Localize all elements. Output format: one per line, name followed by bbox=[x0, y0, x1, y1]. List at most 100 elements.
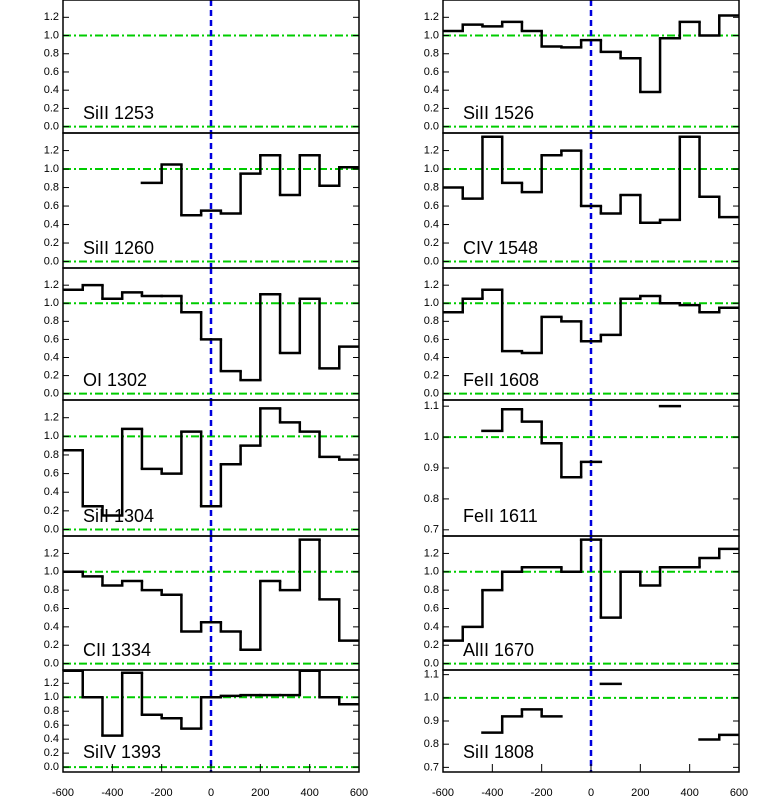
panel bbox=[63, 268, 359, 400]
y-tick-label: 1.0 bbox=[44, 691, 59, 703]
y-tick-label: 0.6 bbox=[424, 333, 439, 345]
x-tick-label: 400 bbox=[300, 787, 318, 799]
x-tick-label: -400 bbox=[101, 787, 123, 799]
y-tick-label: 1.2 bbox=[44, 279, 59, 291]
y-tick-label: 0.0 bbox=[44, 657, 59, 669]
y-tick-label: 1.1 bbox=[424, 400, 439, 412]
panel-label: FeII 1611 bbox=[463, 506, 538, 526]
panel bbox=[443, 670, 739, 772]
x-tick-label: -200 bbox=[531, 787, 553, 799]
y-tick-label: 1.0 bbox=[424, 29, 439, 41]
y-tick-label: 0.6 bbox=[424, 66, 439, 78]
y-tick-label: 0.6 bbox=[44, 333, 59, 345]
y-tick-label: 0.2 bbox=[424, 369, 439, 381]
y-tick-label: 0.0 bbox=[424, 255, 439, 267]
y-tick-label: 0.8 bbox=[44, 48, 59, 60]
y-tick-label: 0.7 bbox=[424, 524, 439, 536]
y-tick-label: 0.8 bbox=[44, 449, 59, 461]
y-tick-label: 0.9 bbox=[424, 715, 439, 727]
y-tick-label: 1.2 bbox=[424, 279, 439, 291]
y-tick-label: 0.6 bbox=[44, 467, 59, 479]
x-tick-label: -600 bbox=[52, 787, 74, 799]
y-tick-label: 0.2 bbox=[44, 639, 59, 651]
y-tick-label: 0.4 bbox=[424, 84, 439, 96]
panel-label: OI 1302 bbox=[83, 370, 147, 390]
y-tick-label: 0.2 bbox=[44, 747, 59, 759]
y-tick-label: 0.8 bbox=[424, 181, 439, 193]
y-tick-label: 0.0 bbox=[44, 388, 59, 400]
y-tick-label: 1.0 bbox=[44, 297, 59, 309]
x-tick-label: 400 bbox=[680, 787, 698, 799]
y-tick-label: 0.6 bbox=[44, 66, 59, 78]
y-tick-label: 0.0 bbox=[44, 121, 59, 133]
y-tick-label: 1.2 bbox=[44, 412, 59, 424]
y-tick-label: 0.8 bbox=[424, 738, 439, 750]
panel-label: CIV 1548 bbox=[463, 238, 538, 258]
y-tick-label: 1.1 bbox=[424, 669, 439, 681]
y-tick-label: 1.0 bbox=[44, 29, 59, 41]
panel-label: AlII 1670 bbox=[463, 640, 534, 660]
y-tick-label: 1.0 bbox=[424, 566, 439, 578]
y-tick-label: 0.0 bbox=[424, 657, 439, 669]
panel bbox=[63, 0, 359, 133]
y-tick-label: 0.2 bbox=[44, 102, 59, 114]
y-tick-label: 0.8 bbox=[424, 584, 439, 596]
panel-label: CII 1334 bbox=[83, 640, 151, 660]
panel bbox=[443, 0, 739, 133]
y-tick-label: 0.2 bbox=[424, 102, 439, 114]
panel bbox=[63, 400, 359, 536]
y-tick-label: 1.0 bbox=[424, 431, 439, 443]
x-tick-label: -200 bbox=[151, 787, 173, 799]
y-tick-label: 0.0 bbox=[44, 761, 59, 773]
y-tick-label: 0.0 bbox=[424, 388, 439, 400]
y-tick-label: 0.4 bbox=[44, 84, 59, 96]
x-tick-label: 0 bbox=[588, 787, 594, 799]
y-tick-label: 1.0 bbox=[44, 163, 59, 175]
y-tick-label: 0.7 bbox=[424, 761, 439, 773]
y-tick-label: 0.4 bbox=[424, 218, 439, 230]
y-tick-label: 0.6 bbox=[424, 602, 439, 614]
y-tick-label: 0.2 bbox=[44, 505, 59, 517]
x-tick-label: 0 bbox=[208, 787, 214, 799]
y-tick-label: 0.8 bbox=[424, 48, 439, 60]
y-tick-label: 0.8 bbox=[424, 315, 439, 327]
y-tick-label: 0.8 bbox=[44, 315, 59, 327]
y-tick-label: 1.0 bbox=[424, 692, 439, 704]
panel-label: FeII 1608 bbox=[463, 370, 539, 390]
y-tick-label: 0.9 bbox=[424, 462, 439, 474]
y-tick-label: 0.2 bbox=[44, 237, 59, 249]
y-tick-label: 0.4 bbox=[44, 733, 59, 745]
y-tick-label: 0.4 bbox=[424, 621, 439, 633]
y-tick-label: 0.6 bbox=[44, 200, 59, 212]
y-tick-label: 0.6 bbox=[44, 719, 59, 731]
x-tick-label: -400 bbox=[481, 787, 503, 799]
y-tick-label: 1.0 bbox=[44, 566, 59, 578]
panel-label: SiIV 1393 bbox=[83, 742, 161, 762]
y-tick-label: 0.4 bbox=[44, 218, 59, 230]
panel-label: SiII 1304 bbox=[83, 506, 154, 526]
y-tick-label: 0.6 bbox=[44, 602, 59, 614]
y-tick-label: 1.2 bbox=[44, 677, 59, 689]
y-tick-label: 0.8 bbox=[44, 705, 59, 717]
y-tick-label: 1.2 bbox=[44, 547, 59, 559]
y-tick-label: 0.8 bbox=[44, 584, 59, 596]
y-tick-label: 0.4 bbox=[44, 351, 59, 363]
panel bbox=[443, 133, 739, 268]
panel bbox=[443, 400, 739, 536]
y-tick-label: 1.2 bbox=[44, 11, 59, 23]
y-tick-label: 0.4 bbox=[44, 621, 59, 633]
x-tick-label: 600 bbox=[730, 787, 748, 799]
y-tick-label: 0.0 bbox=[44, 523, 59, 535]
y-tick-label: 0.0 bbox=[424, 121, 439, 133]
panel bbox=[443, 536, 739, 670]
y-tick-label: 1.2 bbox=[424, 144, 439, 156]
y-tick-label: 0.2 bbox=[424, 237, 439, 249]
panel-label: SiII 1526 bbox=[463, 103, 534, 123]
x-tick-label: 600 bbox=[350, 787, 368, 799]
x-tick-label: -600 bbox=[432, 787, 454, 799]
y-tick-label: 0.6 bbox=[424, 200, 439, 212]
panel-label: SiII 1253 bbox=[83, 103, 154, 123]
y-tick-label: 1.2 bbox=[424, 11, 439, 23]
x-tick-label: 200 bbox=[251, 787, 269, 799]
